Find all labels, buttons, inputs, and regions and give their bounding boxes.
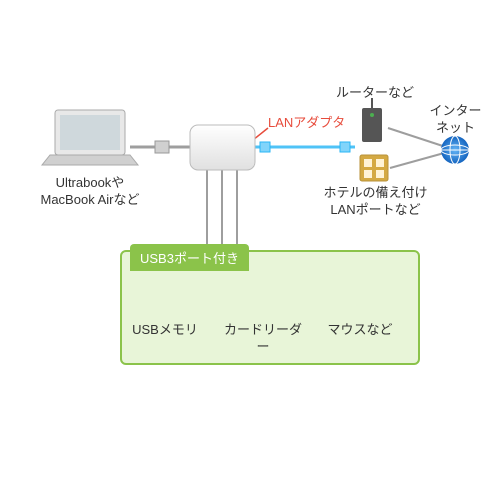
router-icon [362,98,382,142]
adapter-label: LANアダプタ [268,115,345,132]
rj45-connector-icon [260,142,270,152]
laptop-label: Ultrabookや MacBook Airなど [35,175,145,209]
usb-memory-label: USBメモリ [130,322,200,339]
rj45-connector-icon [340,142,350,152]
mouse-label: マウスなど [325,322,395,339]
card-reader-label: カードリーダー [218,322,308,356]
router-label: ルーターなど [335,85,415,102]
laptop-icon [42,110,138,165]
hotel-label: ホテルの備え付け LANポートなど [318,185,433,219]
modem-icon [360,155,388,181]
usb-connector-icon [155,141,169,153]
internet-label: インター ネット [428,103,483,137]
lan-adapter-icon [190,125,255,170]
internet-globe-icon [441,136,469,164]
usb-box-header: USB3ポート付き [130,244,249,271]
